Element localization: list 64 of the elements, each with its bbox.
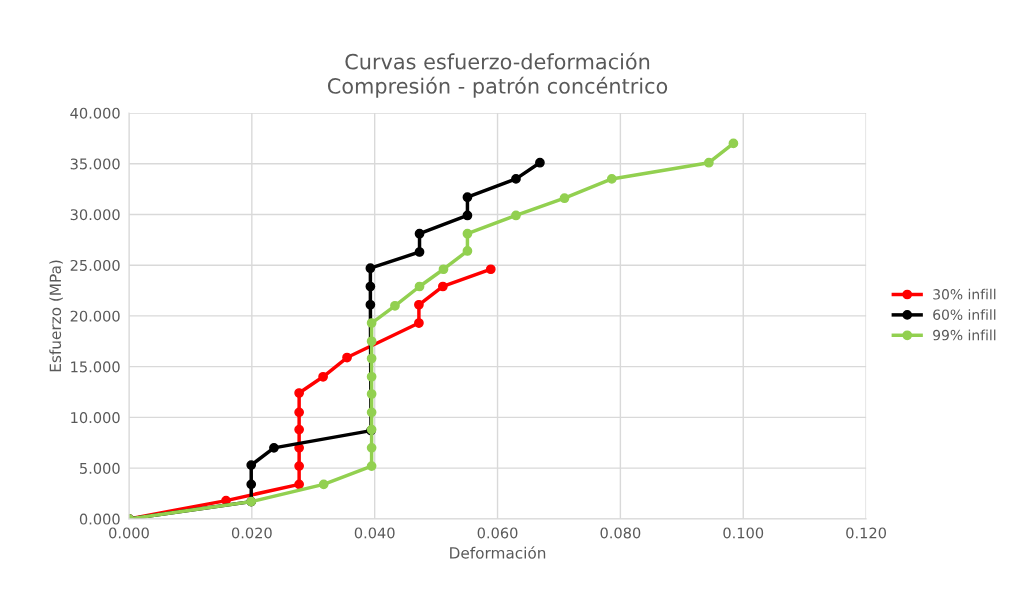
point (438, 264, 449, 275)
y-tick-label: 20.000 (70, 310, 120, 322)
point (294, 388, 304, 398)
point (462, 246, 473, 256)
y-tick-label: 5.000 (80, 462, 120, 474)
point (366, 336, 377, 347)
legend-label: 60% infill (933, 309, 996, 320)
y-tick-label: 25.000 (70, 259, 120, 271)
point (462, 210, 473, 221)
x-tick-label: 0.020 (231, 527, 272, 539)
point (366, 461, 377, 471)
point (366, 389, 377, 399)
point (462, 228, 473, 239)
legend-label: 30% infill (933, 288, 996, 300)
point (414, 299, 424, 310)
y-tick-label: 0.000 (79, 513, 120, 525)
point (294, 424, 304, 435)
point (365, 299, 376, 310)
point (318, 371, 328, 382)
point (294, 407, 304, 418)
point (342, 352, 352, 363)
x-tick-label: 0.000 (109, 527, 149, 539)
point (485, 264, 496, 275)
point (246, 460, 257, 470)
point (246, 479, 257, 490)
x-tick-label: 0.060 (477, 527, 518, 539)
point (366, 407, 377, 418)
point (366, 318, 377, 328)
x-axis-title: Deformación (450, 546, 546, 559)
chart-title: Curvas esfuerzo-deformación Compresión - patrón concéntrico (327, 52, 668, 98)
y-axis-title: Esfuerzo (MPa) (49, 260, 63, 372)
point (366, 371, 377, 382)
point (366, 442, 377, 453)
y-tick-label: 10.000 (71, 412, 120, 424)
point (414, 228, 425, 239)
point (294, 479, 304, 490)
x-tick-label: 0.100 (723, 527, 764, 539)
point (559, 193, 570, 204)
point (462, 192, 473, 203)
point (414, 318, 424, 328)
y-tick-label: 30.000 (70, 209, 120, 221)
point (294, 461, 304, 471)
point (511, 210, 521, 221)
y-tick-label: 15.000 (71, 361, 120, 373)
x-tick-label: 0.120 (846, 527, 886, 539)
point (511, 174, 521, 184)
point (390, 300, 400, 311)
x-tick-label: 0.040 (354, 527, 395, 539)
y-tick-label: 40.000 (70, 107, 120, 119)
legend-label: 99% infill (933, 329, 996, 341)
point (365, 263, 376, 274)
point (438, 281, 448, 292)
point (535, 157, 545, 168)
point (414, 247, 425, 257)
point (318, 479, 329, 490)
point (606, 174, 617, 184)
point (269, 442, 279, 453)
point (366, 353, 377, 364)
point (365, 281, 376, 292)
x-tick-label: 0.080 (600, 527, 641, 539)
y-tick-label: 35.000 (70, 158, 120, 170)
point (414, 281, 425, 292)
point (728, 138, 739, 149)
point (703, 157, 714, 168)
